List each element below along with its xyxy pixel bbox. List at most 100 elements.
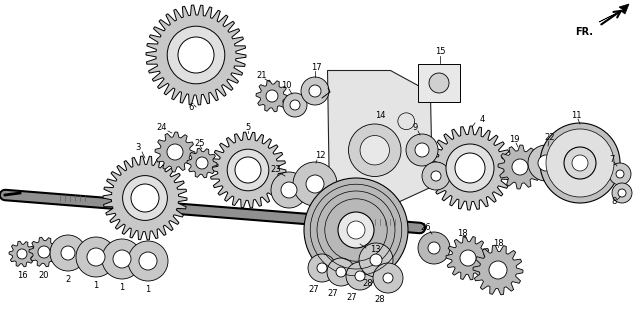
Polygon shape — [146, 5, 246, 105]
Circle shape — [355, 271, 365, 281]
Text: 5: 5 — [245, 122, 251, 132]
Circle shape — [428, 242, 440, 254]
Text: 21: 21 — [257, 71, 268, 81]
Circle shape — [196, 157, 208, 169]
Circle shape — [38, 246, 50, 258]
Circle shape — [406, 134, 438, 166]
Text: 7: 7 — [609, 155, 614, 164]
Circle shape — [460, 250, 476, 266]
FancyBboxPatch shape — [418, 64, 460, 102]
Circle shape — [616, 170, 624, 178]
Polygon shape — [428, 126, 512, 210]
Text: 1: 1 — [120, 282, 125, 291]
Circle shape — [131, 184, 159, 212]
Circle shape — [446, 144, 494, 192]
Text: 28: 28 — [363, 280, 373, 289]
Circle shape — [290, 100, 300, 110]
Circle shape — [304, 178, 408, 282]
Text: 17: 17 — [310, 64, 321, 73]
Text: 19: 19 — [509, 136, 519, 145]
Circle shape — [338, 212, 374, 248]
Text: 2: 2 — [65, 274, 70, 283]
Circle shape — [618, 189, 626, 197]
Circle shape — [266, 90, 278, 102]
Circle shape — [612, 183, 632, 203]
Circle shape — [306, 175, 324, 193]
Polygon shape — [256, 80, 288, 112]
Circle shape — [415, 143, 429, 157]
Text: 22: 22 — [545, 133, 556, 142]
Polygon shape — [29, 237, 59, 267]
Circle shape — [489, 261, 507, 279]
Circle shape — [281, 182, 297, 198]
Text: 28: 28 — [374, 295, 385, 304]
Circle shape — [538, 155, 554, 171]
Circle shape — [178, 37, 214, 73]
Circle shape — [227, 149, 269, 191]
Polygon shape — [9, 241, 35, 267]
Circle shape — [455, 153, 485, 183]
Text: 27: 27 — [308, 285, 319, 294]
Text: 27: 27 — [347, 293, 357, 302]
Polygon shape — [498, 145, 542, 189]
Circle shape — [609, 163, 631, 185]
Polygon shape — [187, 148, 217, 178]
Text: 15: 15 — [435, 48, 445, 57]
Circle shape — [271, 172, 307, 208]
Circle shape — [123, 176, 168, 220]
Text: 14: 14 — [375, 111, 385, 120]
Circle shape — [336, 267, 346, 277]
Polygon shape — [155, 132, 195, 172]
Text: 8: 8 — [611, 197, 617, 206]
Circle shape — [317, 263, 327, 273]
Circle shape — [50, 235, 86, 271]
Circle shape — [431, 171, 441, 181]
Circle shape — [346, 262, 374, 290]
Circle shape — [347, 221, 365, 239]
Circle shape — [309, 85, 321, 97]
Polygon shape — [473, 245, 523, 295]
Text: 24: 24 — [157, 124, 167, 133]
Circle shape — [572, 155, 588, 171]
Circle shape — [359, 243, 393, 277]
Text: 6: 6 — [188, 104, 194, 112]
Circle shape — [102, 239, 142, 279]
Text: 13: 13 — [370, 245, 380, 255]
Circle shape — [360, 136, 390, 165]
Text: 16: 16 — [17, 270, 28, 280]
Text: 27: 27 — [328, 289, 339, 298]
Circle shape — [528, 145, 564, 181]
Circle shape — [422, 162, 450, 190]
Circle shape — [429, 73, 449, 93]
Circle shape — [327, 258, 355, 286]
Circle shape — [293, 162, 337, 206]
Circle shape — [308, 254, 336, 282]
Polygon shape — [599, 4, 629, 22]
Text: 25: 25 — [195, 138, 205, 147]
Polygon shape — [210, 132, 286, 208]
Text: 9: 9 — [412, 124, 418, 133]
Circle shape — [564, 147, 596, 179]
Circle shape — [17, 249, 27, 259]
Circle shape — [383, 273, 393, 283]
Circle shape — [373, 263, 403, 293]
Circle shape — [87, 248, 105, 266]
Circle shape — [76, 237, 116, 277]
Circle shape — [167, 144, 183, 160]
Circle shape — [283, 93, 307, 117]
Circle shape — [370, 254, 382, 266]
Circle shape — [61, 246, 75, 260]
Circle shape — [540, 123, 620, 203]
Polygon shape — [446, 236, 490, 280]
Text: 18: 18 — [493, 239, 503, 248]
Circle shape — [301, 77, 329, 105]
Circle shape — [349, 124, 401, 176]
Circle shape — [546, 129, 614, 197]
Text: 1: 1 — [145, 285, 150, 294]
Polygon shape — [328, 70, 433, 215]
Text: 23: 23 — [271, 166, 282, 175]
Text: 12: 12 — [315, 151, 325, 160]
Text: 10: 10 — [281, 82, 291, 91]
Circle shape — [418, 232, 450, 264]
Text: 4: 4 — [479, 116, 484, 125]
